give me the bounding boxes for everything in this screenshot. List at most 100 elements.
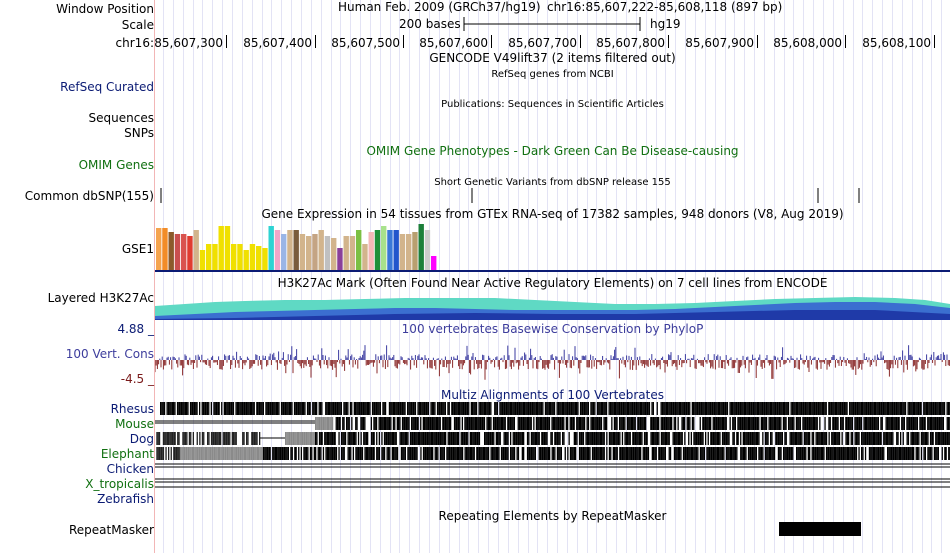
gtex-tissue-bar[interactable] (212, 244, 218, 270)
gtex-tissue-bar[interactable] (249, 244, 256, 270)
sequences-label[interactable]: Sequences (88, 111, 154, 125)
gtex-tissue-bar[interactable] (231, 244, 237, 270)
gtex-barchart[interactable] (155, 221, 950, 273)
publications-title[interactable]: Publications: Sequences in Scientific Ar… (441, 99, 664, 110)
alignment-block (516, 447, 518, 460)
alignment-block (693, 417, 695, 430)
alignment-block (724, 417, 726, 430)
species-label[interactable]: Mouse (115, 417, 154, 431)
alignment-block (582, 402, 584, 415)
multiz-title[interactable]: Multiz Alignments of 100 Vertebrates (440, 388, 665, 402)
gtex-tissue-bar[interactable] (393, 230, 399, 270)
snps-label[interactable]: SNPs (124, 126, 154, 140)
alignment-block (927, 447, 929, 460)
gtex-tissue-bar[interactable] (162, 228, 168, 270)
alignment-block (898, 447, 900, 460)
gtex-tissue-bar[interactable] (243, 250, 249, 270)
gtex-tissue-bar[interactable] (343, 236, 349, 270)
gtex-tissue-bar[interactable] (324, 236, 331, 270)
multiz-alignment[interactable] (155, 401, 950, 506)
gtex-label[interactable]: GSE1 (121, 242, 154, 256)
gtex-tissue-bar[interactable] (356, 230, 362, 270)
h3k27ac-title[interactable]: H3K27Ac Mark (Often Found Near Active Re… (277, 276, 828, 290)
gtex-tissue-bar[interactable] (224, 226, 231, 270)
gtex-tissue-bar[interactable] (262, 248, 268, 270)
dbsnp-label[interactable]: Common dbSNP(155) (24, 189, 154, 203)
h3k27ac-label[interactable]: Layered H3K27Ac (47, 291, 154, 305)
omim-label[interactable]: OMIM Genes (78, 158, 154, 172)
gtex-tissue-bar[interactable] (306, 236, 312, 270)
gtex-tissue-bar[interactable] (268, 226, 274, 270)
alignment-block (762, 432, 764, 445)
alignment-block (461, 432, 464, 445)
gtex-tissue-bar[interactable] (431, 256, 437, 270)
gtex-tissue-bar[interactable] (406, 234, 412, 270)
gtex-tissue-bar[interactable] (256, 246, 262, 270)
gtex-tissue-bar[interactable] (381, 226, 387, 270)
dbsnp-track[interactable] (155, 188, 950, 204)
gencode-title[interactable]: GENCODE V49lift37 (2 items filtered out) (429, 51, 676, 65)
gtex-tissue-bar[interactable] (312, 234, 318, 270)
gtex-title[interactable]: Gene Expression in 54 tissues from GTEx … (261, 207, 844, 221)
gtex-tissue-bar[interactable] (362, 244, 368, 270)
refseq-label[interactable]: RefSeq Curated (60, 80, 154, 94)
gtex-tissue-bar[interactable] (206, 244, 212, 270)
gtex-tissue-bar[interactable] (331, 238, 337, 270)
h3k27ac-signal[interactable] (155, 290, 950, 320)
gtex-tissue-bar[interactable] (274, 230, 281, 270)
alignment-block (732, 402, 734, 415)
gtex-tissue-bar[interactable] (174, 234, 181, 270)
alignment-block (932, 402, 934, 415)
alignment-block (749, 417, 751, 430)
gtex-tissue-bar[interactable] (281, 234, 287, 270)
gtex-tissue-bar[interactable] (181, 234, 187, 270)
species-label[interactable]: Rhesus (110, 402, 154, 416)
omim-title[interactable]: OMIM Gene Phenotypes - Dark Green Can Be… (366, 144, 739, 158)
gtex-tissue-bar[interactable] (193, 230, 199, 270)
gtex-tissue-bar[interactable] (349, 236, 356, 270)
refseq-title[interactable]: RefSeq genes from NCBI (491, 69, 614, 80)
gtex-tissue-bar[interactable] (299, 234, 306, 270)
gtex-tissue-bar[interactable] (412, 232, 418, 270)
species-label[interactable]: X_tropicalis (85, 477, 154, 491)
gtex-tissue-bar[interactable] (387, 230, 393, 270)
gtex-tissue-bar[interactable] (237, 244, 243, 270)
gtex-tissue-bar[interactable] (287, 230, 293, 270)
gtex-tissue-bar[interactable] (318, 230, 324, 270)
alignment-block (496, 402, 498, 415)
repeat-element[interactable] (779, 522, 861, 536)
species-label[interactable]: Chicken (106, 462, 154, 476)
species-label[interactable]: Zebrafish (97, 492, 154, 506)
gtex-tissue-bar[interactable] (156, 228, 162, 270)
scale-db-label: hg19 (650, 17, 681, 31)
gtex-tissue-bar[interactable] (374, 230, 381, 270)
alignment-block (377, 447, 379, 460)
alignment-block (691, 402, 693, 415)
alignment-block (941, 417, 943, 430)
alignment-block (802, 417, 804, 430)
gtex-tissue-bar[interactable] (418, 224, 424, 270)
gtex-tissue-bar[interactable] (399, 234, 406, 270)
conservation-plot[interactable] (155, 340, 950, 388)
gtex-tissue-bar[interactable] (424, 230, 431, 270)
species-label[interactable]: Dog (129, 432, 154, 446)
gtex-tissue-bar[interactable] (218, 226, 224, 270)
species-label[interactable]: Elephant (100, 447, 154, 461)
dbsnp-title[interactable]: Short Genetic Variants from dbSNP releas… (434, 177, 671, 188)
gtex-tissue-bar[interactable] (187, 236, 193, 270)
alignment-block (520, 417, 522, 430)
alignment-block (494, 402, 496, 415)
gtex-tissue-bar[interactable] (199, 250, 206, 270)
gtex-tissue-bar[interactable] (368, 232, 374, 270)
repeatmasker-title[interactable]: Repeating Elements by RepeatMasker (438, 509, 667, 523)
alignment-block (913, 432, 915, 445)
alignment-block (399, 417, 401, 430)
cons-label[interactable]: 100 Vert. Cons (65, 347, 154, 361)
alignment-block (426, 417, 428, 430)
gtex-tissue-bar[interactable] (293, 230, 299, 270)
gtex-tissue-bar[interactable] (337, 248, 343, 270)
cons-title[interactable]: 100 vertebrates Basewise Conservation by… (401, 322, 704, 336)
gtex-tissue-bar[interactable] (168, 232, 174, 270)
repeatmasker-label[interactable]: RepeatMasker (68, 523, 154, 537)
